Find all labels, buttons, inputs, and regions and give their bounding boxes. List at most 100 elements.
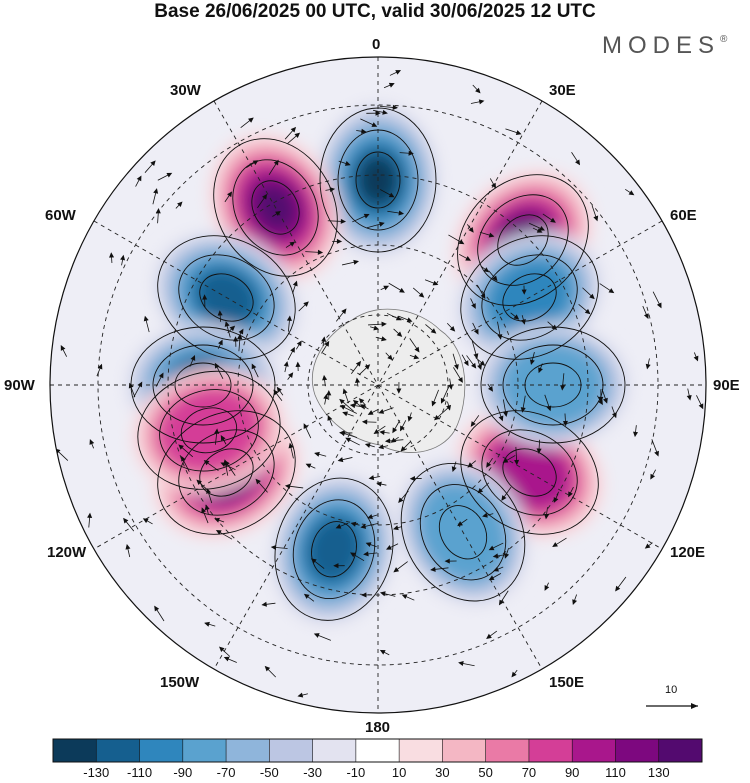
wind-arrow-head — [430, 328, 437, 334]
wind-arrow-head — [644, 543, 651, 549]
anomaly-contour — [158, 388, 260, 473]
wind-arrow-head — [143, 315, 149, 322]
wind-arrow-head — [290, 126, 297, 133]
wind-arrow-head — [515, 130, 522, 135]
wind-arrow-head — [335, 523, 342, 529]
wind-arrow-head — [477, 364, 482, 371]
streamline — [157, 410, 296, 535]
wind-arrow-head — [633, 431, 639, 438]
wind-arrow-head — [465, 256, 472, 261]
wind-arrow-head — [155, 208, 161, 214]
wind-arrow-head — [458, 661, 464, 667]
wind-arrow-head — [593, 215, 599, 222]
wind-arrow-head — [409, 476, 416, 482]
label-90e: 90E — [713, 377, 740, 394]
colorbar-tick-label: 90 — [564, 765, 580, 780]
wind-arrow-head — [643, 313, 649, 320]
wind-arrow-head — [393, 567, 400, 573]
wind-arrow-head — [181, 455, 186, 462]
wind-arrow-head — [190, 355, 196, 361]
streamline — [481, 254, 578, 341]
wind-arrow-head — [392, 427, 398, 434]
colorbar-swatch — [269, 739, 314, 762]
wind-arrow-head — [203, 460, 210, 466]
wind-arrow-head — [344, 161, 351, 166]
wind-arrow-head — [399, 287, 405, 293]
label-60w: 60W — [45, 207, 76, 224]
wind-arrow-head — [365, 542, 372, 547]
wind-arrow-head — [493, 566, 500, 572]
streamline — [159, 389, 259, 472]
wind-arrow-head — [368, 475, 375, 481]
wind-arrow-head — [204, 621, 210, 627]
streamline — [232, 159, 319, 256]
wind-vectors — [54, 70, 704, 698]
wind-arrow-head — [150, 160, 156, 166]
wind-arrow-head — [529, 359, 535, 366]
wind-arrow-head — [384, 438, 391, 444]
wind-arrow-head — [367, 514, 373, 519]
wind-arrow-head — [379, 429, 385, 435]
colorbar-swatch — [53, 739, 97, 762]
wind-arrow-head — [492, 275, 498, 282]
colorbar-tick-label: -30 — [303, 765, 322, 780]
wind-arrow-head — [217, 310, 223, 316]
streamline — [481, 429, 578, 516]
label-0: 0 — [372, 36, 381, 53]
wind-arrow-head — [219, 646, 225, 652]
wind-arrow-head — [326, 390, 332, 396]
wind-arrow-head — [395, 70, 402, 75]
wind-arrow-head — [449, 326, 456, 332]
wind-arrow-head — [388, 82, 395, 88]
wind-arrow-head — [305, 463, 312, 469]
wind-arrow-head — [584, 308, 591, 315]
wind-arrow-head — [479, 360, 486, 366]
streamline — [497, 214, 549, 266]
wind-arrow-head — [650, 473, 656, 480]
streamline — [477, 194, 569, 286]
wind-arrow-head — [538, 367, 543, 374]
wind-arrow-head — [363, 551, 369, 557]
label-120w: 120W — [47, 544, 87, 561]
streamline — [460, 410, 599, 535]
wind-arrow-head — [418, 292, 425, 298]
wind-arrow-head — [444, 558, 450, 564]
wind-arrow-head — [387, 354, 393, 361]
antarctica-landmass — [312, 308, 466, 453]
wind-arrow-head — [367, 410, 374, 415]
wind-arrow-head — [314, 451, 320, 457]
wind-arrow-head — [202, 294, 208, 300]
wind-arrow-head — [430, 566, 436, 572]
wind-arrow-head — [400, 446, 406, 452]
wind-arrow-head — [431, 400, 437, 407]
colorbar-tick-label: 10 — [391, 765, 407, 780]
streamline — [438, 505, 488, 560]
wind-arrow-head — [401, 594, 408, 600]
wind-arrow-head — [398, 210, 405, 216]
wind-arrow-head — [458, 239, 465, 245]
wind-arrow-head — [284, 483, 291, 489]
wind-arrow-head — [536, 448, 542, 454]
wind-arrow-head — [215, 529, 222, 535]
wind-arrow-head — [303, 423, 309, 430]
graticule — [50, 57, 706, 713]
wind-arrow-head — [520, 407, 526, 413]
wind-arrow-head — [392, 525, 399, 531]
wind-arrow-head — [551, 324, 558, 331]
wind-arrow-head — [295, 361, 301, 367]
wind-arrow-head — [227, 191, 233, 198]
wind-arrow-head — [376, 481, 382, 487]
wind-arrow-head — [686, 394, 692, 401]
wind-arrow-head — [560, 385, 566, 391]
colorbar-swatch — [572, 739, 616, 762]
wind-arrow-head — [313, 633, 320, 638]
wind-arrow-head — [603, 397, 608, 404]
wind-arrow-head — [251, 363, 257, 370]
wind-arrow-head — [337, 457, 344, 463]
streamline — [419, 484, 507, 581]
wind-arrow-head — [471, 303, 476, 309]
wind-arrow-head — [166, 172, 173, 178]
wind-arrow-head — [350, 552, 356, 558]
colorbar-swatch — [399, 739, 443, 762]
wind-arrow-head — [589, 293, 595, 300]
